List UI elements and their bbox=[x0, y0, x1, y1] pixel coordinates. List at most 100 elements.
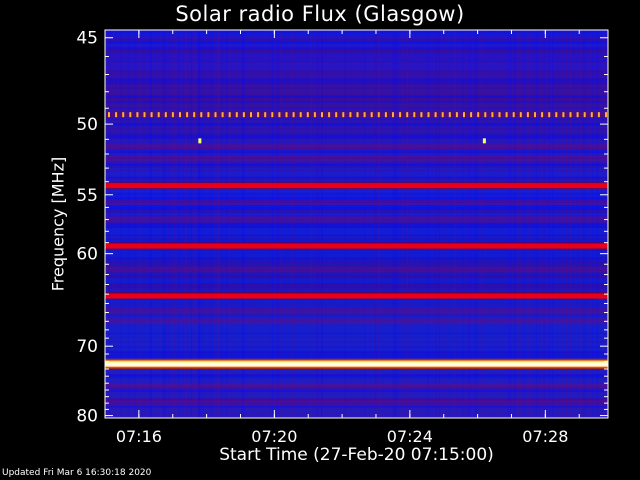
texture-column bbox=[510, 30, 512, 418]
texture-row bbox=[105, 352, 608, 354]
pulse-mark bbox=[434, 112, 437, 118]
texture-row bbox=[105, 354, 608, 357]
pulse-mark bbox=[242, 112, 245, 118]
pulse-mark bbox=[562, 112, 565, 118]
texture-column bbox=[508, 30, 510, 418]
texture-column bbox=[311, 30, 313, 418]
texture-column bbox=[580, 30, 582, 418]
texture-row bbox=[105, 176, 608, 180]
texture-column bbox=[480, 30, 482, 418]
pulse-mark bbox=[470, 112, 473, 118]
emission-band bbox=[105, 360, 608, 368]
texture-row bbox=[105, 157, 608, 159]
texture-column bbox=[107, 30, 109, 418]
texture-row bbox=[105, 70, 608, 73]
texture-column bbox=[397, 30, 399, 418]
texture-row bbox=[105, 225, 608, 229]
texture-column bbox=[128, 30, 130, 418]
texture-row bbox=[105, 346, 608, 349]
texture-column bbox=[317, 30, 319, 418]
pulse-mark bbox=[555, 112, 558, 118]
texture-column bbox=[176, 30, 178, 418]
texture-row bbox=[105, 76, 608, 80]
x-tick-label: 07:20 bbox=[251, 427, 297, 446]
texture-row bbox=[105, 405, 608, 408]
texture-column bbox=[202, 30, 204, 418]
texture-row bbox=[105, 37, 608, 40]
texture-column bbox=[134, 30, 136, 418]
texture-column bbox=[226, 30, 228, 418]
texture-row bbox=[105, 144, 608, 146]
texture-column bbox=[328, 30, 330, 418]
texture-column bbox=[520, 30, 522, 418]
pulse-mark bbox=[427, 112, 430, 118]
faint-band bbox=[105, 155, 608, 162]
texture-row bbox=[105, 166, 608, 168]
texture-row bbox=[105, 46, 608, 50]
texture-column bbox=[445, 30, 447, 418]
texture-row bbox=[105, 398, 608, 401]
texture-row bbox=[105, 376, 608, 379]
y-tick-label: 45 bbox=[76, 29, 98, 49]
texture-row bbox=[105, 207, 608, 211]
texture-column bbox=[321, 30, 323, 418]
pulse-mark bbox=[392, 112, 394, 118]
texture-row bbox=[105, 133, 608, 135]
faint-band bbox=[105, 307, 608, 314]
pulse-mark bbox=[228, 112, 231, 118]
pulse-mark bbox=[441, 112, 444, 118]
texture-row bbox=[105, 308, 608, 310]
texture-row bbox=[105, 207, 608, 210]
texture-row bbox=[105, 274, 608, 277]
texture-row bbox=[105, 285, 608, 288]
x-axis: 07:16 07:20 07:24 07:28 bbox=[104, 30, 580, 446]
texture-column bbox=[462, 30, 464, 418]
texture-column bbox=[374, 30, 376, 418]
faint-band bbox=[105, 143, 608, 150]
texture-row bbox=[105, 275, 608, 279]
texture-column bbox=[377, 30, 379, 418]
texture-column bbox=[211, 30, 213, 418]
texture-row bbox=[105, 30, 608, 32]
pulse-mark bbox=[306, 112, 309, 118]
texture-column bbox=[517, 30, 519, 418]
texture-row bbox=[105, 137, 608, 139]
faint-band bbox=[105, 199, 608, 206]
texture-row bbox=[105, 336, 608, 339]
pulse-mark bbox=[477, 112, 480, 118]
texture-column bbox=[112, 30, 114, 418]
texture-row bbox=[105, 146, 608, 150]
texture-column bbox=[252, 30, 254, 418]
texture-row bbox=[105, 283, 608, 285]
texture-row bbox=[105, 123, 608, 125]
texture-column bbox=[181, 30, 183, 418]
texture-row bbox=[105, 95, 608, 99]
pulse-mark bbox=[171, 112, 174, 118]
texture-row bbox=[105, 286, 608, 290]
texture-column bbox=[500, 30, 502, 418]
texture-row bbox=[105, 124, 608, 127]
texture-row bbox=[105, 234, 608, 237]
texture-column bbox=[394, 30, 396, 418]
pulse-mark bbox=[150, 112, 153, 118]
texture-column bbox=[364, 30, 366, 418]
texture-row bbox=[105, 375, 608, 378]
plot-frame bbox=[104, 29, 609, 419]
texture-column bbox=[178, 30, 180, 418]
texture-row bbox=[105, 389, 608, 393]
texture-column bbox=[582, 30, 584, 418]
texture-column bbox=[183, 30, 185, 418]
texture-row bbox=[105, 223, 608, 226]
texture-row bbox=[105, 403, 608, 405]
emission-band bbox=[105, 243, 608, 249]
texture-column bbox=[591, 30, 593, 418]
texture-column bbox=[167, 30, 169, 418]
chart-title: Solar radio Flux (Glasgow) bbox=[175, 2, 465, 26]
pulse-mark bbox=[285, 112, 288, 118]
texture-column bbox=[190, 30, 192, 418]
texture-row bbox=[105, 35, 608, 37]
pulse-mark bbox=[356, 112, 359, 118]
texture-row bbox=[105, 59, 608, 62]
texture-row bbox=[105, 205, 608, 207]
